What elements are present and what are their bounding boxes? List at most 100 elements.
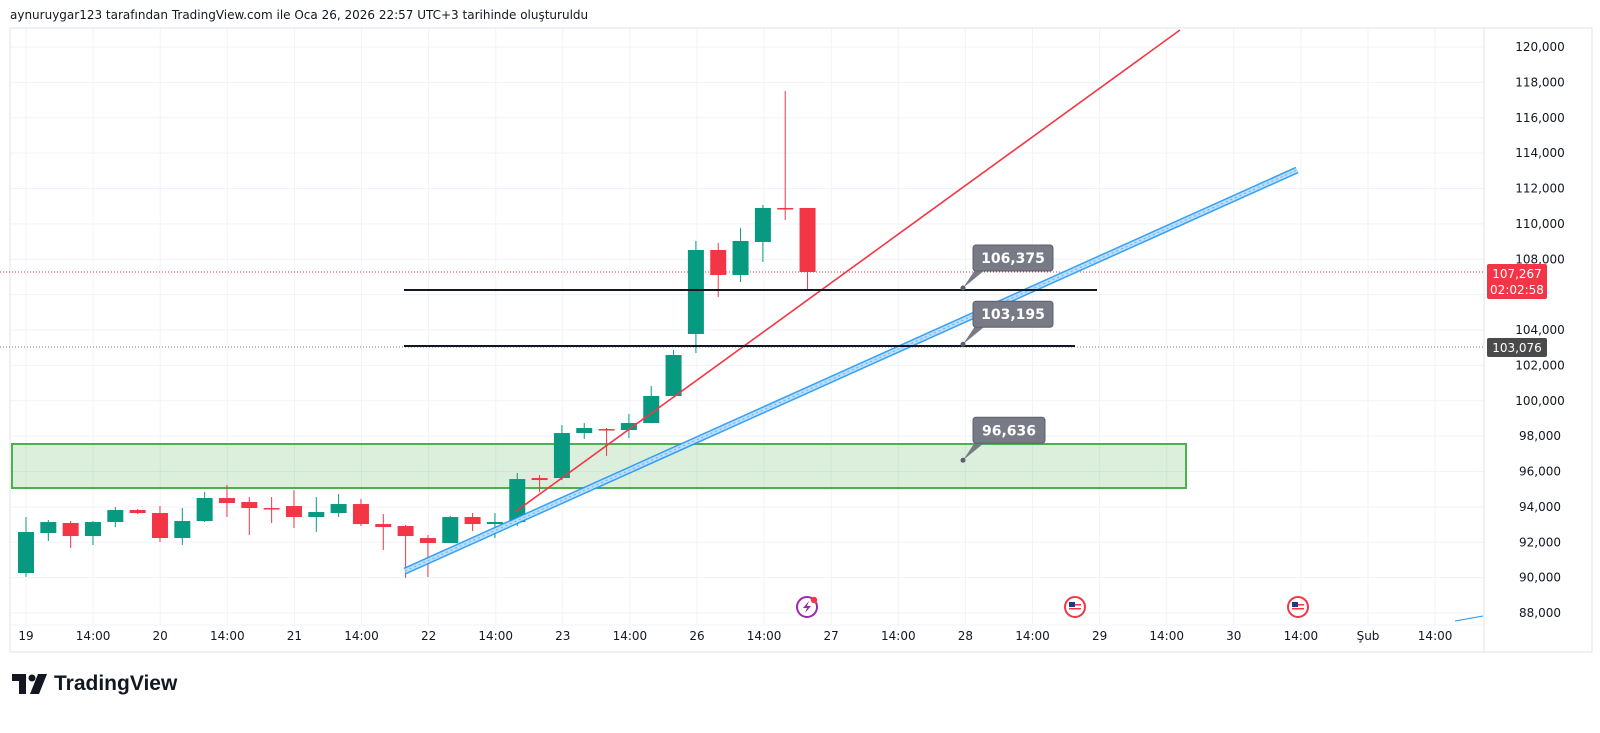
- candle: [18, 517, 34, 578]
- channel-trendline[interactable]: [403, 166, 1299, 575]
- candle: [710, 242, 727, 298]
- candle-body: [129, 510, 146, 514]
- price-tick-label: 110,000: [1515, 217, 1565, 231]
- time-tick-label: 14:00: [344, 629, 379, 643]
- tradingview-logo-icon: [12, 674, 47, 694]
- us-flag-icon[interactable]: [1064, 596, 1086, 618]
- anchor-point[interactable]: [960, 285, 966, 291]
- tradingview-logo[interactable]: TradingView: [12, 672, 177, 696]
- price-callout[interactable]: 96,636: [960, 416, 1046, 463]
- time-axis[interactable]: 19 14:00 20 14:00 21 14:00 22 14:00 23 14:00 26 14:…: [18, 629, 1452, 643]
- chart-border: [9, 27, 1593, 653]
- candle-body: [620, 423, 637, 431]
- anchor-point[interactable]: [960, 341, 966, 347]
- price-tick-label: 98,000: [1519, 429, 1561, 443]
- candle-body: [151, 513, 168, 539]
- candle: [196, 492, 213, 523]
- last-price-value: 107,267: [1492, 267, 1542, 281]
- candle-body: [84, 522, 101, 537]
- candle: [665, 350, 682, 397]
- candle-body: [576, 428, 593, 434]
- time-tick-label: 14:00: [1418, 629, 1453, 643]
- price-tick-label: 120,000: [1515, 40, 1565, 54]
- candle-body: [710, 249, 727, 275]
- price-tick-label: 118,000: [1515, 75, 1565, 89]
- price-callout-label: 106,375: [981, 251, 1045, 267]
- anchor-point[interactable]: [960, 457, 966, 463]
- candle-body: [40, 522, 57, 534]
- time-tick-label: 22: [421, 629, 436, 643]
- candle: [218, 485, 235, 518]
- marked-price-value: 103,076: [1492, 341, 1542, 355]
- candle: [799, 207, 816, 291]
- time-tick-label: 28: [958, 629, 973, 643]
- us-flag-icon[interactable]: [1287, 596, 1309, 618]
- candle-body: [107, 510, 124, 523]
- candle: [285, 490, 302, 529]
- candle-body: [598, 429, 615, 431]
- bar-countdown: 02:02:58: [1490, 283, 1544, 297]
- candle-body: [375, 524, 392, 528]
- candle-body: [263, 508, 280, 510]
- candle: [308, 497, 325, 533]
- candle-body: [531, 478, 548, 481]
- candle: [531, 475, 548, 493]
- time-tick-label: 14:00: [1284, 629, 1319, 643]
- candle-body: [509, 479, 526, 523]
- price-callout-label: 103,195: [981, 307, 1045, 323]
- candle: [84, 521, 101, 546]
- time-tick-label: 14:00: [1015, 629, 1050, 643]
- candle-body: [241, 502, 258, 509]
- candle-body: [18, 532, 34, 574]
- candle: [241, 497, 258, 536]
- time-tick-label: 14:00: [76, 629, 111, 643]
- candle: [777, 90, 794, 220]
- price-tick-label: 90,000: [1519, 571, 1561, 585]
- candle-body: [397, 526, 414, 537]
- candle-body: [174, 521, 191, 539]
- candle: [464, 513, 481, 532]
- time-tick-label: 29: [1092, 629, 1107, 643]
- price-tick-label: 114,000: [1515, 146, 1565, 160]
- price-tick-label: 116,000: [1515, 111, 1565, 125]
- candle: [263, 497, 280, 524]
- candle: [732, 227, 749, 283]
- candle-body: [442, 517, 459, 544]
- price-callout[interactable]: 106,375: [960, 244, 1054, 291]
- price-callout[interactable]: 103,195: [960, 300, 1054, 347]
- candle-body: [486, 522, 503, 525]
- time-tick-label: 30: [1226, 629, 1241, 643]
- candle: [129, 509, 146, 515]
- time-tick-label: 19: [18, 629, 33, 643]
- candle: [419, 535, 436, 578]
- price-tick-label: 102,000: [1515, 358, 1565, 372]
- candle: [620, 414, 637, 439]
- candle: [330, 494, 347, 518]
- price-tick-label: 104,000: [1515, 323, 1565, 337]
- candle-body: [754, 207, 771, 242]
- candle-body: [196, 498, 213, 522]
- time-tick-label: 23: [555, 629, 570, 643]
- price-tick-label: 108,000: [1515, 252, 1565, 266]
- price-tick-label: 94,000: [1519, 500, 1561, 514]
- time-tick-label: 14:00: [210, 629, 245, 643]
- red-trendline[interactable]: [514, 29, 1181, 513]
- price-axis[interactable]: 120,000 118,000 116,000 114,000 112,000 110,0…: [1515, 40, 1565, 620]
- time-tick-label: 14:00: [613, 629, 648, 643]
- candle-body: [62, 523, 79, 537]
- lightning-icon[interactable]: [796, 596, 818, 618]
- time-tick-label: 14:00: [881, 629, 916, 643]
- candle-body: [330, 504, 347, 514]
- price-tick-label: 112,000: [1515, 182, 1565, 196]
- candle-body: [352, 504, 369, 525]
- time-tick-label: 21: [287, 629, 302, 643]
- last-price-tag: 107,267 02:02:58: [1487, 264, 1547, 299]
- candle: [62, 521, 79, 549]
- candle: [553, 425, 570, 481]
- candle: [576, 423, 593, 440]
- time-tick-label: 20: [153, 629, 168, 643]
- price-callout-label: 96,636: [982, 423, 1036, 439]
- candles: [18, 90, 816, 579]
- candle-body: [665, 355, 682, 397]
